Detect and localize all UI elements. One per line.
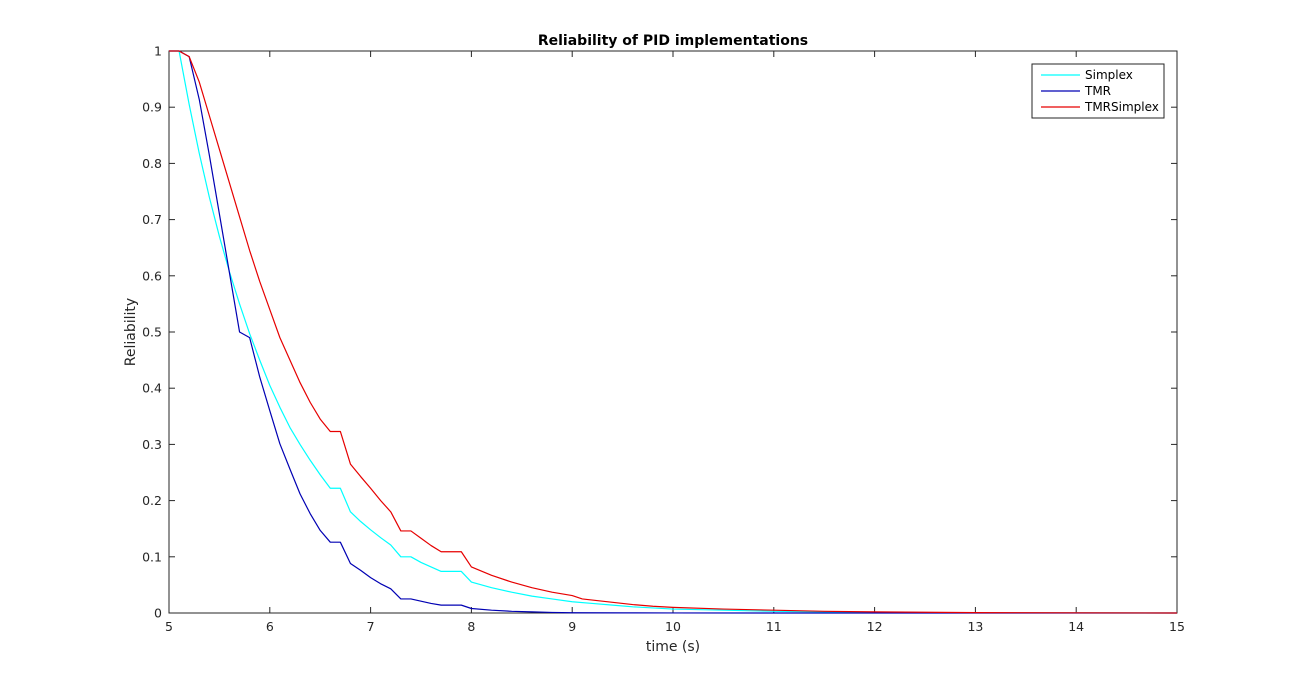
legend-label-simplex: Simplex [1085, 68, 1133, 82]
y-tick-label: 0.2 [142, 493, 162, 508]
series-line-tmrsimplex [169, 50, 1178, 614]
x-tick-label: 10 [665, 619, 681, 634]
x-tick-label: 15 [1169, 619, 1185, 634]
y-tick-label: 0.8 [142, 156, 162, 171]
x-tick-label: 11 [766, 619, 782, 634]
legend-label-tmrsimplex: TMRSimplex [1084, 100, 1159, 114]
y-tick-label: 0.7 [142, 212, 162, 227]
x-tick-label: 12 [867, 619, 883, 634]
x-tick-label: 13 [967, 619, 983, 634]
y-tick-label: 0.9 [142, 100, 162, 115]
series-line-tmr [169, 50, 1177, 614]
y-tick-label: 0.6 [142, 268, 162, 283]
y-tick-label: 0.4 [142, 381, 162, 396]
x-tick-label: 6 [266, 619, 274, 634]
chart-title: Reliability of PID implementations [538, 33, 808, 49]
series-layer [169, 50, 1178, 614]
x-tick-label: 9 [568, 619, 576, 634]
y-tick-label: 1 [154, 44, 162, 59]
y-axis: 0 0.1 0.2 0.3 0.4 0.5 0.6 0.7 0.8 0.9 1 [142, 44, 1177, 621]
x-tick-label: 5 [165, 619, 173, 634]
y-tick-label: 0.3 [142, 437, 162, 452]
x-tick-label: 14 [1068, 619, 1084, 634]
y-tick-label: 0 [154, 606, 162, 621]
plot-area [168, 50, 1178, 614]
x-tick-label: 8 [467, 619, 475, 634]
x-axis-label: time (s) [646, 639, 700, 655]
x-axis: 5 6 7 8 9 10 11 12 13 14 15 [165, 51, 1185, 634]
legend-label-tmr: TMR [1084, 84, 1111, 98]
x-tick-label: 7 [367, 619, 375, 634]
y-tick-label: 0.1 [142, 549, 162, 564]
legend: Simplex TMR TMRSimplex [1031, 63, 1165, 119]
y-tick-label: 0.5 [142, 325, 162, 340]
series-line-simplex [169, 50, 1178, 614]
y-axis-label: Reliability [123, 298, 139, 366]
